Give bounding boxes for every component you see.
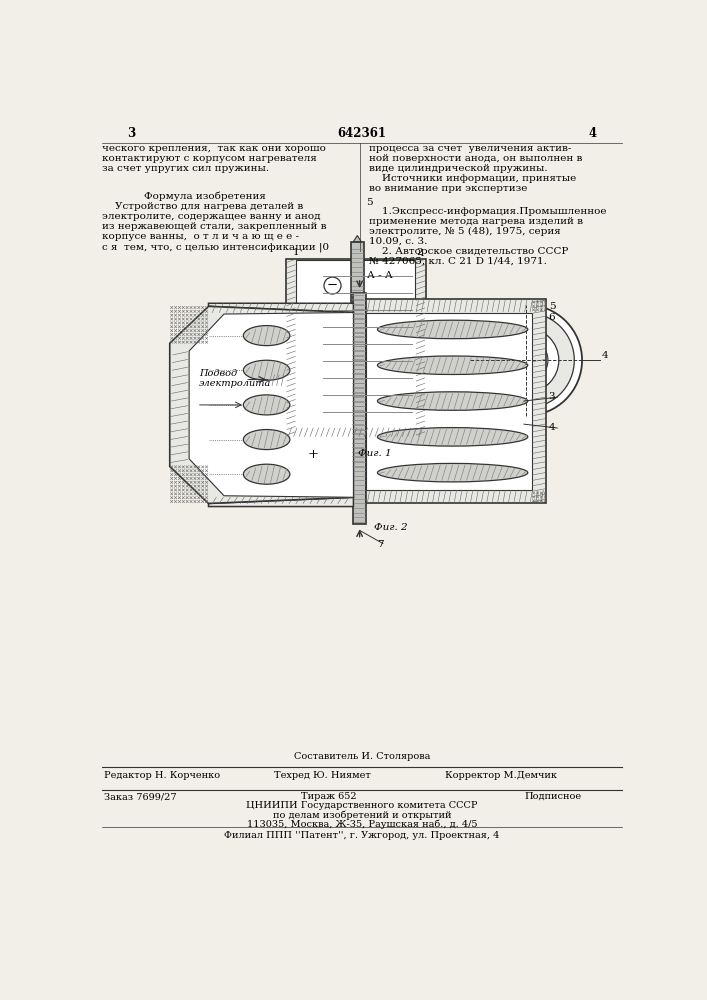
Ellipse shape	[243, 430, 290, 450]
Text: 2: 2	[416, 248, 423, 257]
Text: 1: 1	[293, 248, 300, 257]
Text: контактируют с корпусом нагревателя: контактируют с корпусом нагревателя	[103, 154, 317, 163]
Text: Филиал ППП ''Патент'', г. Ужгород, ул. Проектная, 4: Филиал ППП ''Патент'', г. Ужгород, ул. П…	[224, 831, 500, 840]
Circle shape	[493, 328, 559, 393]
Text: Источники информации, принятые: Источники информации, принятые	[369, 174, 576, 183]
Text: Устройство для нагрева деталей в: Устройство для нагрева деталей в	[103, 202, 303, 211]
Polygon shape	[426, 337, 470, 343]
Text: за счет упругих сил пружины.: за счет упругих сил пружины.	[103, 164, 269, 173]
Ellipse shape	[378, 392, 528, 410]
Polygon shape	[366, 312, 532, 490]
Ellipse shape	[378, 428, 528, 446]
Polygon shape	[170, 306, 354, 503]
Polygon shape	[351, 242, 363, 468]
Ellipse shape	[243, 395, 290, 415]
Text: ной поверхности анода, он выполнен в: ной поверхности анода, он выполнен в	[369, 154, 583, 163]
Text: Техред Ю. Ниямет: Техред Ю. Ниямет	[274, 771, 371, 780]
Text: Фиг. 2: Фиг. 2	[374, 523, 407, 532]
Ellipse shape	[243, 360, 290, 380]
Ellipse shape	[378, 320, 528, 339]
Text: с я  тем, что, с целью интенсификации |0: с я тем, что, с целью интенсификации |0	[103, 242, 329, 252]
Circle shape	[505, 339, 548, 382]
Text: виде цилиндрической пружины.: виде цилиндрической пружины.	[369, 164, 547, 173]
Text: из нержавеющей стали, закрепленный в: из нержавеющей стали, закрепленный в	[103, 222, 327, 231]
Text: Составитель И. Столярова: Составитель И. Столярова	[294, 752, 430, 761]
Polygon shape	[426, 377, 470, 383]
Polygon shape	[354, 235, 361, 242]
Text: во внимание при экспертизе: во внимание при экспертизе	[369, 184, 527, 193]
Text: 10.09, с. 3.: 10.09, с. 3.	[369, 237, 427, 246]
Polygon shape	[286, 259, 426, 437]
Text: 113035, Москва, Ж-35, Раушская наб., д. 4/5: 113035, Москва, Ж-35, Раушская наб., д. …	[247, 819, 477, 829]
Text: 1.Экспресс-информация.Промышленное: 1.Экспресс-информация.Промышленное	[369, 207, 607, 216]
Polygon shape	[296, 260, 416, 427]
Text: +: +	[308, 448, 319, 461]
Polygon shape	[366, 299, 546, 503]
Text: Редактор Н. Корченко: Редактор Н. Корченко	[104, 771, 220, 780]
Polygon shape	[354, 293, 366, 524]
Text: А - А: А - А	[368, 271, 393, 280]
Text: 4: 4	[549, 423, 556, 432]
Ellipse shape	[243, 326, 290, 346]
Text: Подвод: Подвод	[199, 369, 238, 378]
Text: 5: 5	[549, 302, 556, 311]
Text: 4: 4	[588, 127, 596, 140]
Circle shape	[470, 305, 582, 416]
Circle shape	[478, 312, 574, 408]
Polygon shape	[209, 303, 354, 312]
Polygon shape	[271, 374, 286, 386]
Text: Формула изобретения: Формула изобретения	[144, 191, 266, 201]
Polygon shape	[435, 351, 443, 377]
Text: 2. Авторское свидетельство СССР: 2. Авторское свидетельство СССР	[369, 247, 568, 256]
Ellipse shape	[519, 351, 533, 369]
Ellipse shape	[378, 463, 528, 482]
Text: −: −	[327, 279, 338, 292]
Text: Фиг. 1: Фиг. 1	[358, 449, 392, 458]
Text: 4: 4	[602, 351, 608, 360]
Text: 642361: 642361	[337, 127, 387, 140]
Text: 5: 5	[366, 198, 373, 207]
Text: 3: 3	[127, 127, 135, 140]
Text: процесса за счет  увеличения актив-: процесса за счет увеличения актив-	[369, 144, 571, 153]
Text: 3: 3	[549, 392, 556, 401]
Text: № 427065, кл. С 21 D 1/44, 1971.: № 427065, кл. С 21 D 1/44, 1971.	[369, 257, 547, 266]
Ellipse shape	[378, 356, 528, 374]
Text: ЦНИИПИ Государственного комитета СССР: ЦНИИПИ Государственного комитета СССР	[246, 801, 478, 810]
Text: электролита: электролита	[199, 379, 271, 388]
Text: Тираж 652: Тираж 652	[300, 792, 356, 801]
Polygon shape	[189, 312, 354, 497]
Text: Подписное: Подписное	[525, 792, 582, 801]
Text: электролите, № 5 (48), 1975, серия: электролите, № 5 (48), 1975, серия	[369, 227, 561, 236]
Text: 6: 6	[549, 313, 556, 322]
Text: электролите, содержащее ванну и анод: электролите, содержащее ванну и анод	[103, 212, 321, 221]
Text: корпусе ванны,  о т л и ч а ю щ е е -: корпусе ванны, о т л и ч а ю щ е е -	[103, 232, 299, 241]
Text: ческого крепления,  так как они хорошо: ческого крепления, так как они хорошо	[103, 144, 326, 153]
Text: по делам изобретений и открытий: по делам изобретений и открытий	[273, 810, 451, 820]
Text: применение метода нагрева изделий в: применение метода нагрева изделий в	[369, 217, 583, 226]
Text: Корректор М.Демчик: Корректор М.Демчик	[445, 771, 557, 780]
Ellipse shape	[243, 464, 290, 484]
Text: Заказ 7699/27: Заказ 7699/27	[104, 792, 177, 801]
Polygon shape	[426, 343, 443, 351]
Polygon shape	[209, 497, 354, 507]
Text: 7: 7	[377, 540, 383, 549]
